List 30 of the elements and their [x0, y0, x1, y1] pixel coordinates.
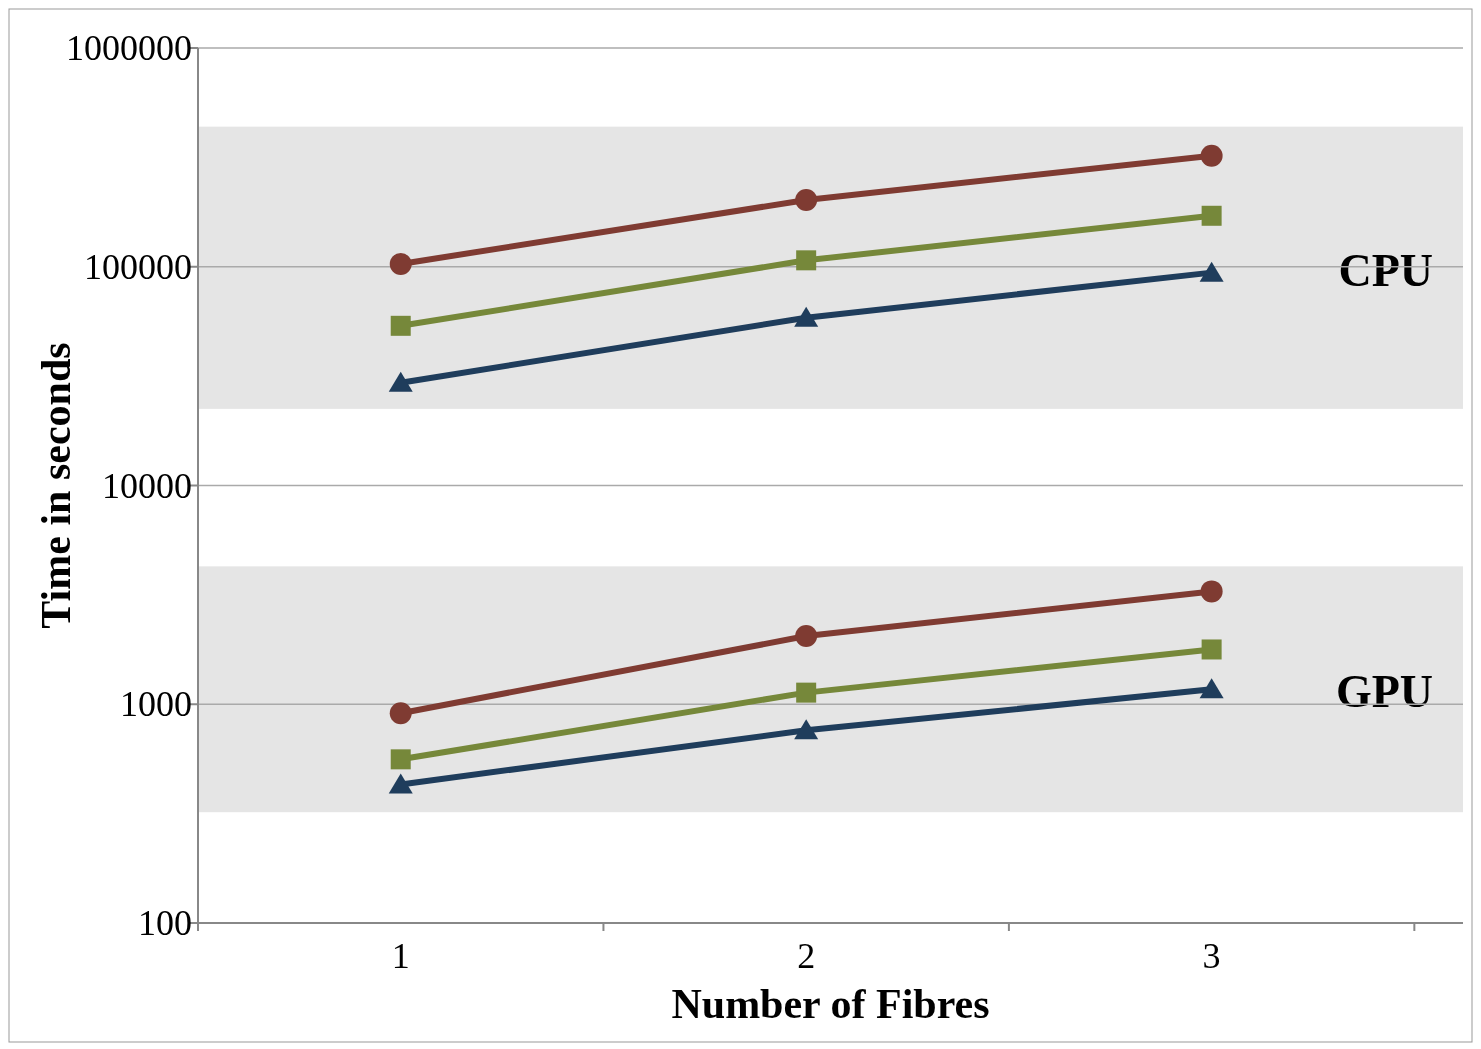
point [388, 773, 413, 794]
point [795, 625, 818, 648]
point [1200, 144, 1223, 167]
x-axis-title: Number of Fibres [671, 981, 990, 1027]
point [389, 702, 412, 725]
x-tick-label: 2 [797, 936, 816, 976]
y-tick-label: 100 [138, 903, 192, 943]
point [794, 306, 819, 327]
point [796, 250, 817, 271]
y-tick-label: 1000000 [66, 28, 192, 68]
point [1199, 678, 1224, 699]
point [1200, 580, 1223, 603]
point [1199, 261, 1224, 282]
point [794, 719, 819, 740]
band-label: GPU [1335, 666, 1433, 718]
point [796, 682, 817, 703]
x-tick-label: 1 [391, 936, 410, 976]
point [388, 371, 413, 392]
y-axis-title: Time in seconds [33, 342, 79, 629]
x-tick-label: 3 [1202, 936, 1221, 976]
y-tick-label: 1000 [120, 684, 192, 725]
point [389, 252, 412, 275]
y-tick-label: 10000 [102, 465, 192, 506]
y-tick-label: 100000 [84, 246, 192, 287]
point [390, 315, 411, 336]
point [1201, 205, 1222, 226]
point [795, 188, 818, 211]
band-label: CPU [1338, 244, 1433, 296]
point [1201, 639, 1222, 660]
point [390, 749, 411, 770]
